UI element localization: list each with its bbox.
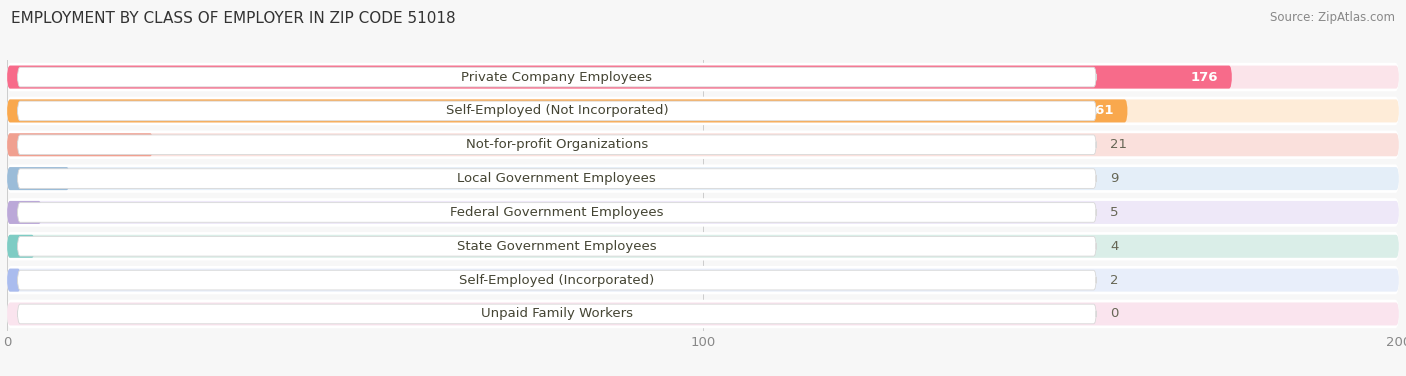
FancyBboxPatch shape — [7, 133, 1399, 156]
FancyBboxPatch shape — [17, 67, 1097, 87]
FancyBboxPatch shape — [7, 133, 153, 156]
FancyBboxPatch shape — [17, 101, 1097, 121]
Text: 2: 2 — [1111, 274, 1119, 287]
FancyBboxPatch shape — [7, 99, 1399, 123]
Text: Local Government Employees: Local Government Employees — [457, 172, 657, 185]
FancyBboxPatch shape — [7, 167, 70, 190]
Text: 161: 161 — [1085, 105, 1114, 117]
Text: Source: ZipAtlas.com: Source: ZipAtlas.com — [1270, 11, 1395, 24]
FancyBboxPatch shape — [7, 99, 1128, 123]
Text: Private Company Employees: Private Company Employees — [461, 71, 652, 83]
Text: Not-for-profit Organizations: Not-for-profit Organizations — [465, 138, 648, 151]
FancyBboxPatch shape — [7, 268, 21, 292]
FancyBboxPatch shape — [7, 65, 1399, 89]
Text: Unpaid Family Workers: Unpaid Family Workers — [481, 308, 633, 320]
FancyBboxPatch shape — [7, 97, 1399, 125]
Text: Self-Employed (Incorporated): Self-Employed (Incorporated) — [460, 274, 654, 287]
FancyBboxPatch shape — [7, 65, 1232, 89]
Text: 4: 4 — [1111, 240, 1119, 253]
FancyBboxPatch shape — [7, 300, 1399, 328]
FancyBboxPatch shape — [7, 302, 1399, 326]
FancyBboxPatch shape — [7, 232, 1399, 261]
FancyBboxPatch shape — [17, 203, 1097, 222]
FancyBboxPatch shape — [17, 304, 1097, 324]
Text: EMPLOYMENT BY CLASS OF EMPLOYER IN ZIP CODE 51018: EMPLOYMENT BY CLASS OF EMPLOYER IN ZIP C… — [11, 11, 456, 26]
FancyBboxPatch shape — [7, 268, 1399, 292]
FancyBboxPatch shape — [7, 198, 1399, 227]
FancyBboxPatch shape — [7, 201, 42, 224]
FancyBboxPatch shape — [17, 135, 1097, 155]
FancyBboxPatch shape — [7, 164, 1399, 193]
Text: 21: 21 — [1111, 138, 1128, 151]
FancyBboxPatch shape — [7, 235, 1399, 258]
FancyBboxPatch shape — [17, 270, 1097, 290]
FancyBboxPatch shape — [7, 266, 1399, 294]
Text: 5: 5 — [1111, 206, 1119, 219]
FancyBboxPatch shape — [7, 167, 1399, 190]
FancyBboxPatch shape — [7, 130, 1399, 159]
FancyBboxPatch shape — [7, 235, 35, 258]
Text: 0: 0 — [1111, 308, 1119, 320]
FancyBboxPatch shape — [17, 169, 1097, 188]
Text: Federal Government Employees: Federal Government Employees — [450, 206, 664, 219]
FancyBboxPatch shape — [17, 237, 1097, 256]
Text: Self-Employed (Not Incorporated): Self-Employed (Not Incorporated) — [446, 105, 668, 117]
Text: 9: 9 — [1111, 172, 1119, 185]
FancyBboxPatch shape — [7, 63, 1399, 91]
Text: State Government Employees: State Government Employees — [457, 240, 657, 253]
Text: 176: 176 — [1191, 71, 1218, 83]
FancyBboxPatch shape — [7, 201, 1399, 224]
